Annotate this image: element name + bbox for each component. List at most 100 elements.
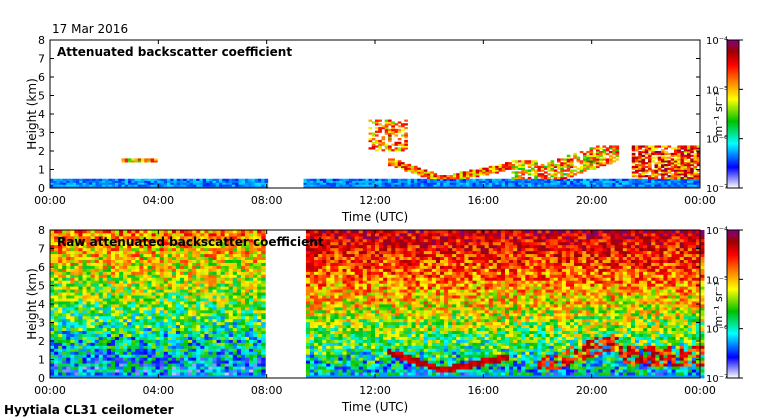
heatmap-cell [602, 149, 607, 152]
heatmap-cell [105, 182, 109, 185]
heatmap-cell [188, 271, 193, 275]
heatmap-cell [204, 289, 209, 293]
heatmap-cell [236, 336, 242, 340]
heatmap-cell [131, 289, 136, 293]
heatmap-cell [228, 289, 234, 293]
heatmap-cell [394, 143, 399, 146]
heatmap-cell [184, 366, 189, 370]
heatmap-cell [143, 280, 148, 284]
heatmap-cell [638, 151, 642, 154]
heatmap-cell [86, 265, 92, 269]
heatmap-cell [212, 372, 217, 376]
heatmap-cell [342, 333, 347, 337]
heatmap-cell [240, 321, 246, 326]
heatmap-cell [264, 178, 269, 181]
heatmap-cell [485, 173, 490, 176]
heatmap-cell [232, 232, 238, 237]
heatmap-cell [119, 247, 124, 252]
heatmap-cell [74, 336, 79, 340]
heatmap-cell [228, 339, 234, 343]
heatmap-cell [143, 295, 148, 299]
heatmap-cell [352, 178, 356, 181]
heatmap-cell [139, 301, 144, 305]
heatmap-cell [648, 152, 652, 156]
heatmap-cell [667, 171, 672, 174]
heatmap-cell [326, 309, 331, 314]
heatmap-cell [188, 230, 193, 234]
heatmap-cell [443, 175, 447, 178]
heatmap-cell [253, 271, 258, 275]
heatmap-cell [106, 312, 112, 317]
heatmap-cell [58, 330, 63, 334]
heatmap-cell [139, 268, 144, 272]
heatmap-cell [135, 351, 140, 355]
heatmap-cell [78, 292, 83, 296]
heatmap-cell [208, 309, 213, 314]
heatmap-cell [249, 333, 254, 337]
heatmap-cell [151, 277, 157, 281]
heatmap-cell [670, 186, 675, 189]
heatmap-cell [232, 283, 238, 287]
heatmap-cell [147, 309, 152, 314]
heatmap-cell [334, 304, 339, 308]
heatmap-cell [303, 186, 308, 189]
heatmap-cell [139, 333, 144, 337]
heatmap-cell [180, 345, 185, 349]
heatmap-cell [94, 351, 100, 355]
heatmap-cell [196, 250, 201, 255]
heatmap-cell [338, 250, 343, 255]
heatmap-cell [175, 366, 181, 370]
heatmap-cell [423, 171, 428, 174]
heatmap-cell [131, 375, 136, 379]
heatmap-cell [74, 324, 79, 329]
heatmap-cell [50, 238, 55, 243]
heatmap-cell [220, 271, 226, 275]
heatmap-cell [188, 274, 193, 278]
heatmap-cell [200, 277, 205, 281]
heatmap-cell [576, 156, 581, 159]
heatmap-cell [249, 375, 254, 379]
heatmap-cell [253, 354, 258, 358]
heatmap-cell [615, 149, 620, 152]
heatmap-cell [492, 178, 496, 181]
heatmap-cell [253, 357, 258, 361]
heatmap-cell [305, 262, 311, 266]
heatmap-cell [240, 259, 246, 263]
heatmap-cell [110, 256, 116, 260]
heatmap-cell [330, 375, 335, 379]
heatmap-cell [449, 178, 454, 181]
heatmap-cell [119, 283, 124, 287]
heatmap-cell [106, 354, 112, 358]
heatmap-cell [123, 357, 128, 361]
heatmap-cell [188, 283, 193, 287]
heatmap-cell [184, 250, 189, 255]
heatmap-cell [605, 186, 610, 189]
heatmap-cell [514, 184, 519, 187]
heatmap-cell [310, 178, 314, 181]
heatmap-cell [200, 253, 205, 258]
heatmap-cell [326, 301, 331, 305]
heatmap-cell [518, 184, 522, 187]
heatmap-cell [63, 180, 67, 183]
heatmap-cell [171, 256, 177, 260]
heatmap-cell [322, 259, 327, 263]
heatmap-cell [180, 306, 185, 311]
heatmap-cell [147, 262, 152, 266]
heatmap-cell [119, 280, 124, 284]
heatmap-cell [305, 301, 311, 305]
heatmap-cell [163, 309, 169, 314]
heatmap-cell [139, 366, 144, 370]
heatmap-cell [58, 339, 63, 343]
heatmap-cell [310, 312, 315, 317]
heatmap-cell [184, 244, 189, 249]
heatmap-cell [314, 274, 319, 278]
heatmap-cell [121, 182, 126, 185]
heatmap-cell [192, 351, 197, 355]
heatmap-cell [683, 165, 688, 169]
heatmap-cell [131, 277, 136, 281]
heatmap-cell [443, 184, 447, 187]
heatmap-cell [147, 360, 152, 364]
heatmap-cell [102, 178, 106, 181]
heatmap-cell [115, 292, 120, 296]
heatmap-cell [482, 182, 486, 185]
